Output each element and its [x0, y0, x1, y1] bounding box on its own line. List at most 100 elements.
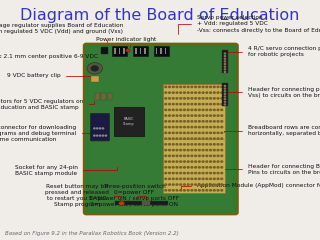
Circle shape	[221, 155, 223, 156]
Circle shape	[198, 138, 200, 139]
Circle shape	[213, 98, 215, 99]
Circle shape	[213, 115, 215, 116]
Circle shape	[176, 138, 178, 139]
Circle shape	[213, 126, 215, 128]
Circle shape	[180, 98, 181, 99]
Circle shape	[217, 155, 219, 156]
Circle shape	[224, 91, 226, 92]
Circle shape	[206, 109, 208, 111]
Circle shape	[213, 184, 215, 185]
Circle shape	[169, 161, 170, 162]
Circle shape	[184, 98, 185, 99]
Circle shape	[224, 93, 226, 94]
Circle shape	[195, 115, 196, 116]
Circle shape	[184, 126, 185, 128]
Circle shape	[102, 135, 104, 136]
Circle shape	[191, 178, 193, 180]
Circle shape	[195, 150, 196, 151]
Circle shape	[165, 184, 167, 185]
Circle shape	[165, 92, 167, 93]
FancyBboxPatch shape	[84, 44, 238, 214]
Circle shape	[172, 150, 174, 151]
Circle shape	[187, 115, 189, 116]
Circle shape	[176, 178, 178, 180]
Circle shape	[165, 172, 167, 174]
Circle shape	[198, 98, 200, 99]
Bar	[222, 50, 228, 73]
Circle shape	[169, 92, 170, 93]
Bar	[144, 48, 146, 54]
FancyBboxPatch shape	[88, 47, 233, 211]
Circle shape	[191, 184, 193, 185]
Circle shape	[184, 86, 185, 88]
Circle shape	[187, 190, 189, 191]
Circle shape	[172, 155, 174, 156]
Circle shape	[221, 103, 223, 105]
Bar	[135, 48, 137, 54]
Circle shape	[202, 126, 204, 128]
Circle shape	[217, 178, 219, 180]
Circle shape	[195, 144, 196, 145]
Circle shape	[187, 138, 189, 139]
Circle shape	[221, 132, 223, 133]
Circle shape	[184, 161, 185, 162]
Circle shape	[176, 150, 178, 151]
Circle shape	[172, 86, 174, 88]
Circle shape	[195, 161, 196, 162]
Circle shape	[198, 178, 200, 180]
Circle shape	[202, 172, 204, 174]
Circle shape	[100, 128, 101, 129]
Circle shape	[221, 144, 223, 145]
Circle shape	[213, 109, 215, 111]
Circle shape	[217, 115, 219, 116]
Circle shape	[224, 56, 226, 57]
Circle shape	[191, 103, 193, 105]
Circle shape	[224, 85, 226, 86]
Circle shape	[198, 184, 200, 185]
Circle shape	[184, 121, 185, 122]
Circle shape	[210, 144, 212, 145]
Circle shape	[191, 190, 193, 191]
Circle shape	[224, 69, 226, 70]
Bar	[114, 107, 144, 136]
Circle shape	[187, 121, 189, 122]
Circle shape	[195, 132, 196, 133]
Text: Servo power selection
+ Vdd: regulated 5 VDC
-Vss: connects directly to the Boar: Servo power selection + Vdd: regulated 5…	[178, 15, 320, 34]
Text: Reset button may be
pressed and released
to restart you BASIC
Stamp program: Reset button may be pressed and released…	[45, 184, 120, 207]
Circle shape	[202, 190, 204, 191]
Circle shape	[180, 150, 181, 151]
Circle shape	[198, 126, 200, 128]
Circle shape	[180, 109, 181, 111]
Circle shape	[180, 92, 181, 93]
Text: Breadboard rows are connected
horizontally, separated by the trough: Breadboard rows are connected horizontal…	[224, 125, 320, 136]
Circle shape	[191, 150, 193, 151]
Circle shape	[176, 115, 178, 116]
Circle shape	[172, 190, 174, 191]
Circle shape	[206, 121, 208, 122]
Circle shape	[206, 161, 208, 162]
Circle shape	[221, 121, 223, 122]
Bar	[142, 201, 150, 205]
Text: Based on Figure 9.2 in the Parallax Robotics Book (Version 2.2): Based on Figure 9.2 in the Parallax Robo…	[5, 231, 179, 236]
Circle shape	[126, 49, 130, 52]
Circle shape	[221, 161, 223, 162]
Circle shape	[169, 172, 170, 174]
Circle shape	[165, 167, 167, 168]
Circle shape	[198, 86, 200, 88]
Circle shape	[191, 86, 193, 88]
Circle shape	[165, 150, 167, 151]
Circle shape	[191, 92, 193, 93]
Circle shape	[184, 150, 185, 151]
Circle shape	[206, 167, 208, 168]
Circle shape	[206, 172, 208, 174]
Circle shape	[180, 172, 181, 174]
Circle shape	[202, 121, 204, 122]
Circle shape	[198, 190, 200, 191]
Circle shape	[191, 115, 193, 116]
Text: 4 R/C servo connection ports
for robotic projects: 4 R/C servo connection ports for robotic…	[222, 46, 320, 57]
Circle shape	[169, 132, 170, 133]
Circle shape	[198, 150, 200, 151]
Circle shape	[198, 144, 200, 145]
Circle shape	[198, 109, 200, 111]
Circle shape	[202, 92, 204, 93]
